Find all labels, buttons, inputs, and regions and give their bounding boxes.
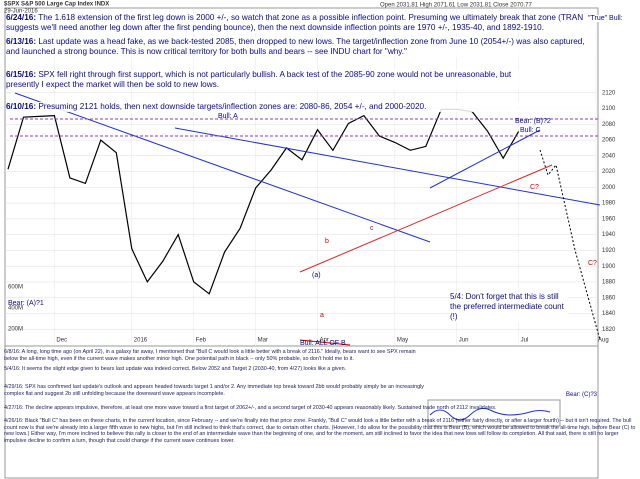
annotation: C? [588,260,597,267]
bottom-note: 5/4/16: It seems the slight edge given t… [4,366,347,372]
note: 6/13/16: Last update was a head fake, as… [6,37,596,57]
annotation: (a) [312,272,321,279]
note: 6/15/16: SPX fell right through first su… [6,70,546,90]
x-tick-label: Mar [258,338,268,344]
note-text: SPX fell right through first support, wh… [6,70,512,89]
annotation: Bull: C [520,127,541,134]
y-tick-label: 1960 [602,216,616,222]
y-tick-label: 2000 [602,185,616,191]
plot-frame [4,7,599,347]
annotation: Bear: (A)?1 [8,300,44,307]
y-tick-label: 1840 [602,311,616,317]
target-line [299,339,351,346]
y-tick-label: 2080 [602,122,616,128]
note: 6/10/16: Presuming 2121 holds, then next… [6,102,596,112]
indicator [429,407,551,421]
annotation: C? [530,184,539,191]
annotation: Bull: ALL OF B [300,340,346,347]
x-tick-label: Jul [521,338,529,344]
y-tick-label: 1860 [602,295,616,301]
bottom-note: 4/29/16: SPX has confirmed last update's… [4,384,424,397]
title: $SPX S&P 500 Large Cap Index INDX [4,2,109,8]
x-tick-label: Aug [598,338,609,344]
x-tick-label: Feb [196,338,207,344]
volume-label: 400M [8,306,23,312]
note-text: The 1.618 extension of the first leg dow… [6,13,584,32]
note-text: Presuming 2121 holds, then next downside… [38,102,427,111]
annotation: "True" Bull: [588,15,623,22]
volume-label: 200M [8,327,23,333]
note-text: Last update was a head fake, as we back-… [6,37,585,56]
y-tick-label: 2120 [602,90,616,96]
x-tick-label: Dec [56,338,67,344]
annotation: Bear: (B)?2 [515,118,551,125]
bottom-note: 6/8/16: A long, long time ago (on April … [4,349,416,362]
x-tick-label: May [397,338,408,344]
quote: Open 2031.81 High 2071.61 Low 2031.81 Cl… [380,3,532,9]
annotation: a [320,312,324,319]
note-date: 6/24/16: [6,13,37,22]
price-line [7,108,520,295]
date: 29-Jun-2016 [4,9,38,15]
y-tick-label: 1880 [602,280,616,286]
projected-path [539,149,601,341]
notes-frame [4,345,599,479]
annotation: b [325,238,329,245]
y-tick-label: 1920 [602,248,616,254]
note-date: 6/13/16: [6,37,37,46]
side-note: 5/4: Don't forget that this is still the… [450,292,568,322]
trendline [429,129,541,189]
y-tick-label: 2060 [602,138,616,144]
x-tick-label: 2016 [134,338,148,344]
x-tick-label: Jun [459,338,469,344]
trendline [174,127,601,206]
y-tick-label: 1940 [602,232,616,238]
volume-label: 600M [8,285,23,291]
trendline [14,92,431,243]
y-tick-label: 1900 [602,264,616,270]
x-tick-label: Apr [319,338,328,344]
y-tick-label: 1980 [602,201,616,207]
bottom-note: 4/26/16: Black "Bull C" has been on thes… [4,418,636,444]
indicator-frame [427,399,561,427]
note: 6/24/16: The 1.618 extension of the firs… [6,13,596,33]
trendline [299,164,553,273]
annotation: c [370,225,374,232]
note-date: 6/15/16: [6,70,37,79]
annotation: Bull: A [218,113,238,120]
y-tick-label: 1820 [602,327,616,333]
y-tick-label: 2100 [602,106,616,112]
y-tick-label: 2020 [602,169,616,175]
y-tick-label: 2040 [602,153,616,159]
annotation: Bear: (C)?3 [566,392,598,398]
bottom-note: 4/27/16: The decline appears impulsive, … [4,405,497,411]
trendlines [10,92,601,427]
note-date: 6/10/16: [6,102,37,111]
